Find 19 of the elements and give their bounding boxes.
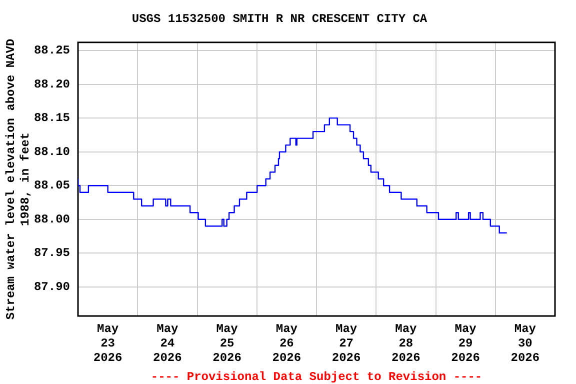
x-tick-label: May 26 2026: [272, 322, 302, 366]
x-tick-label: May 24 2026: [153, 322, 182, 366]
text: ---- Provisional Data Subject to Revision ----: [150, 370, 482, 384]
x-tick-label: May 23 2026: [93, 322, 122, 366]
x-tick-label: May 28 2026: [392, 322, 420, 366]
y-tick-label: 88.15: [34, 111, 70, 126]
x-tick-label: May 27 2026: [332, 322, 361, 366]
x-tick-label: May 29 2026: [451, 322, 480, 366]
y-tick-label: 87.90: [34, 280, 70, 294]
chart-title: USGS 11532500 SMITH R NR CRESCENT CITY CA: [132, 12, 428, 26]
y-axis-title: Stream water level elevation above NAVD 1988, in feet: [4, 38, 33, 320]
y-tick-label: 88.05: [34, 178, 70, 193]
y-tick-label: 88.25: [34, 44, 70, 58]
x-tick-label: May 25 2026: [212, 322, 242, 366]
y-tick-label: 88.00: [34, 212, 70, 226]
y-tick-label: 88.20: [34, 77, 70, 92]
x-tick-label: May 30 2026: [510, 322, 540, 366]
y-tick-label: 88.10: [34, 144, 70, 159]
y-tick-label: 87.95: [34, 246, 70, 260]
